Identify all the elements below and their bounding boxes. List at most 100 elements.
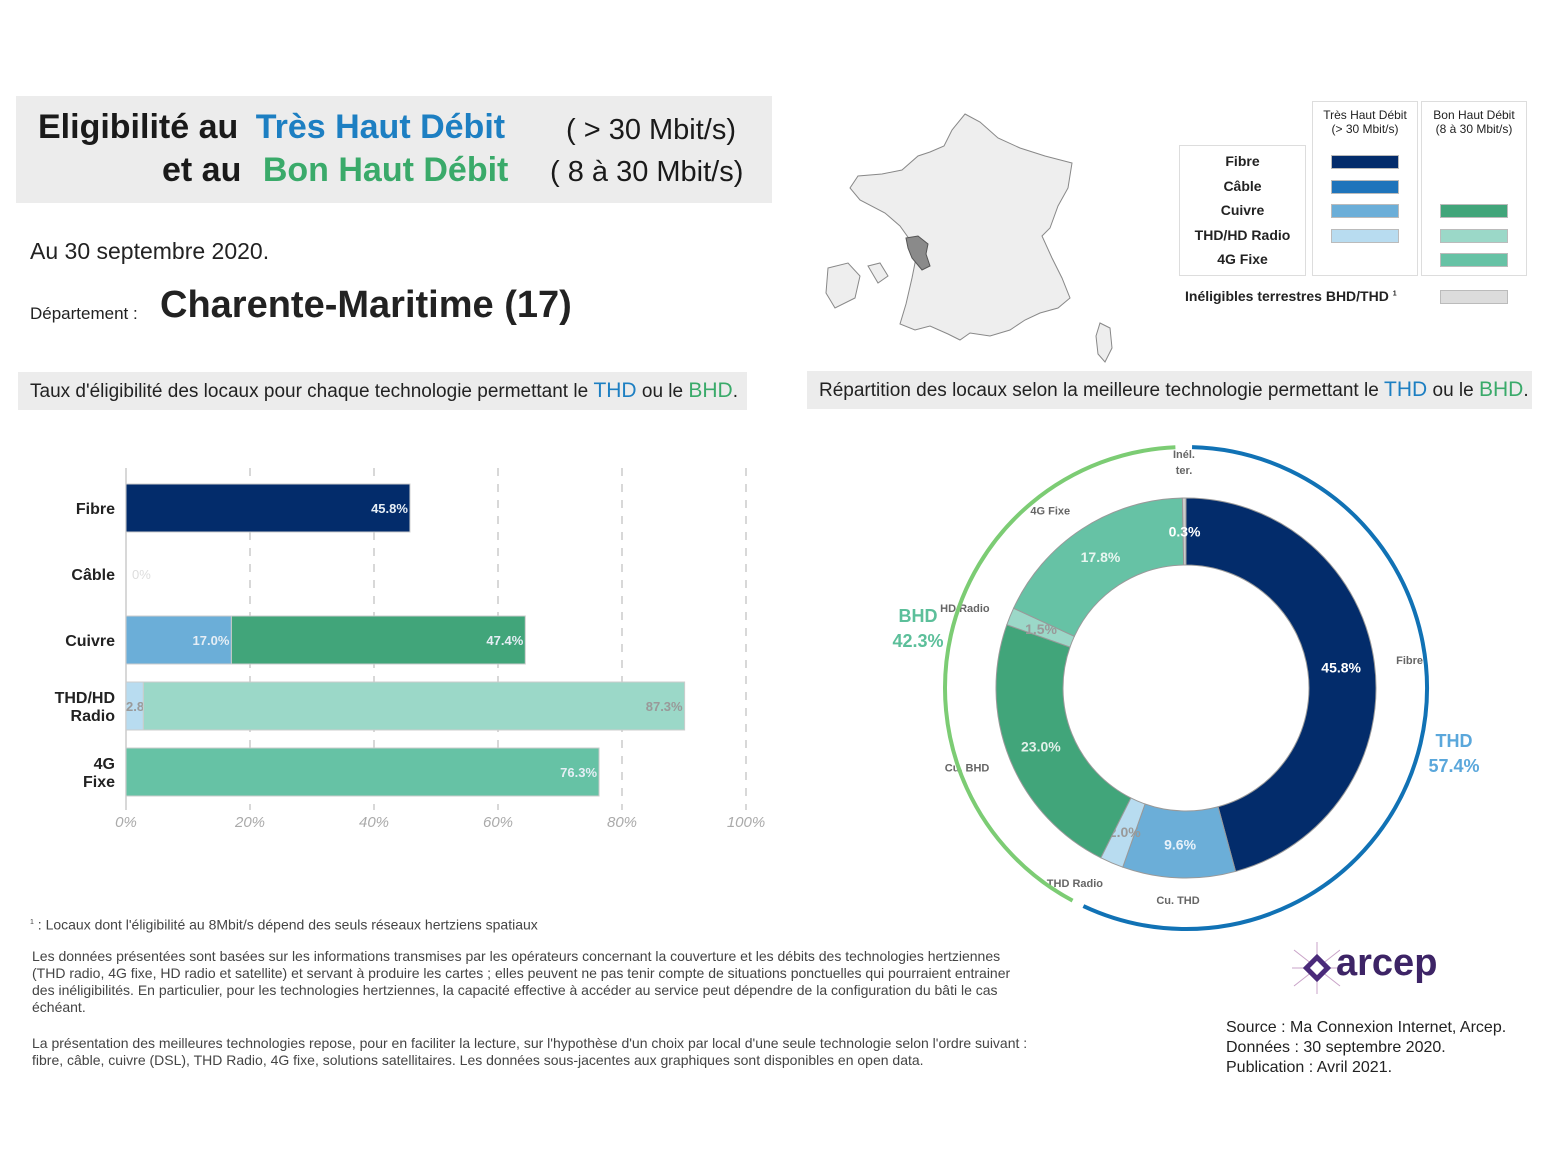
group-value-label: 42.3% [892, 631, 943, 651]
section-text: ou le [636, 381, 689, 402]
france-map [825, 113, 1113, 363]
section-text: Taux d'éligibilité des locaux pour chaqu… [30, 381, 594, 402]
legend-thd-speed: (> 30 Mbit/s) [1331, 122, 1399, 136]
eligibility-bar-chart: 0% 20% 40% 60% 80% 100% Fibre 45.8% Câble 0% Cuivr… [55, 468, 765, 831]
section-text: Répartition des locaux selon la meilleur… [819, 380, 1385, 401]
slice-name-label: THD Radio [1047, 878, 1104, 890]
legend-bhd-title: Bon Haut Débit [1433, 108, 1515, 122]
section-header-eligibility: Taux d'éligibilité des locaux pour chaqu… [18, 372, 747, 410]
slice-value-label: 45.8% [1321, 659, 1361, 675]
legend-ineligible-label: Inéligibles terrestres BHD/THD 1 [1185, 288, 1397, 304]
slice-name-label: 4G Fixe [1030, 505, 1070, 517]
section-thd: THD [1384, 378, 1428, 401]
legend-label: Fibre [1225, 153, 1260, 169]
slice-name-label: Inél. [1173, 449, 1195, 461]
legend-swatch-bhd [1440, 253, 1508, 267]
bar-label: 47.4% [486, 633, 523, 648]
legend-thd-title: Très Haut Débit [1323, 108, 1407, 122]
department-label: Département : [30, 304, 138, 323]
legend-bhd-speed: (8 à 30 Mbit/s) [1435, 122, 1513, 136]
title-prefix2: et au [162, 151, 242, 189]
france-outline [849, 113, 1073, 341]
data-date-line: Données : 30 septembre 2020. [1226, 1039, 1446, 1056]
source-block: Source : Ma Connexion Internet, Arcep. D… [1226, 1018, 1506, 1078]
legend-label: 4G Fixe [1217, 251, 1268, 267]
bar-thd [125, 483, 411, 533]
slice-value-label: 0.3% [1169, 524, 1201, 540]
department-name: Charente-Maritime (17) [160, 284, 572, 326]
slice-value-label: 23.0% [1021, 739, 1061, 755]
category-label: 4G [94, 756, 115, 773]
section-header-distribution: Répartition des locaux selon la meilleur… [807, 371, 1532, 409]
legend-label: Cuivre [1220, 202, 1265, 218]
slice-name-label: Cu. BHD [945, 762, 990, 774]
bar-bhd [230, 615, 526, 665]
legend-swatch-thd [1331, 155, 1399, 169]
arcep-logo-text: arcep [1336, 942, 1438, 984]
legend-swatch-ineligible [1440, 290, 1508, 304]
legend-swatch-thd [1331, 204, 1399, 218]
category-label: Cuivre [65, 633, 115, 650]
ineligible-text: Inéligibles terrestres BHD/THD [1185, 288, 1389, 304]
footnote-para-1: Les données présentées sont basées sur l… [32, 948, 1011, 1015]
x-tick-label: 40% [359, 814, 389, 831]
x-tick-label: 80% [607, 814, 637, 831]
corsica [1095, 322, 1113, 363]
slice-name-label: ter. [1176, 465, 1193, 477]
x-tick-label: 60% [483, 814, 513, 831]
slice-name-label: Cu. THD [1156, 895, 1199, 907]
bar-label: 17.0% [193, 633, 230, 648]
section-text: . [732, 381, 738, 402]
slice-value-label: 17.8% [1081, 549, 1121, 565]
donut-slice [995, 624, 1132, 859]
category-label: Fixe [83, 774, 115, 791]
section-bhd: BHD [688, 379, 733, 402]
legend-bhd-header: Bon Haut Débit (8 à 30 Mbit/s) [1422, 108, 1526, 136]
legend-label: THD/HD Radio [1194, 226, 1291, 243]
legend-swatch-thd [1331, 228, 1399, 243]
slice-name-label: HD Radio [940, 603, 990, 615]
legend-label: Câble [1223, 177, 1262, 194]
title-line2: et au Bon Haut Débit [162, 151, 508, 190]
category-label: Câble [71, 567, 115, 584]
title-bhd-speed: ( 8 à 30 Mbit/s) [550, 156, 744, 188]
x-tick-label: 0% [115, 814, 137, 831]
legend-tech-box [1179, 145, 1306, 276]
distribution-donut-chart: 45.8% Fibre 9.6% Cu. THD 2.0% THD Radio 23.0% C… [892, 445, 1480, 931]
category-label: Radio [71, 708, 116, 725]
category-label: Fibre [76, 501, 115, 518]
donut-slice [1185, 497, 1377, 873]
title-thd-speed: ( > 30 Mbit/s) [566, 114, 737, 146]
bar-label: 87.3% [646, 699, 683, 714]
neighbour-islands [825, 262, 889, 309]
group-ring-bhd [943, 445, 1176, 903]
legend-swatch-bhd [1440, 204, 1508, 218]
bar-bhd [125, 747, 600, 797]
bar-label: 76.3% [560, 765, 597, 780]
legend-swatch-bhd [1440, 228, 1508, 243]
legend-thd-box: Très Haut Débit (> 30 Mbit/s) [1312, 101, 1418, 276]
charente-maritime-highlight [905, 235, 931, 271]
footnote-text: : Locaux dont l'éligibilité au 8Mbit/s d… [33, 916, 538, 933]
slice-value-label: 9.6% [1164, 836, 1196, 852]
source-line: Source : Ma Connexion Internet, Arcep. [1226, 1019, 1507, 1036]
slice-name-label: Fibre [1396, 655, 1423, 667]
x-tick-label: 20% [234, 814, 265, 831]
date-label: Au 30 septembre 2020. [30, 238, 270, 264]
arcep-logo-mark [1292, 942, 1342, 994]
x-tick-label: 100% [727, 814, 765, 831]
section-text: ou le [1427, 380, 1479, 401]
title-bhd: Bon Haut Débit [262, 151, 509, 189]
bar-label: 45.8% [371, 501, 408, 516]
footnote-para-2: La présentation des meilleures technolog… [32, 1035, 1028, 1068]
legend-bhd-box: Bon Haut Débit (8 à 30 Mbit/s) [1421, 101, 1527, 276]
donut-slice [1012, 497, 1185, 637]
legend-swatch-thd [1331, 179, 1399, 194]
title-box [16, 96, 772, 203]
title-thd: Très Haut Débit [255, 108, 506, 146]
group-name-label: THD [1436, 731, 1473, 751]
arcep-logo: arcep [1292, 940, 1452, 996]
section-bhd: BHD [1478, 378, 1524, 401]
publication-line: Publication : Avril 2021. [1226, 1059, 1393, 1076]
